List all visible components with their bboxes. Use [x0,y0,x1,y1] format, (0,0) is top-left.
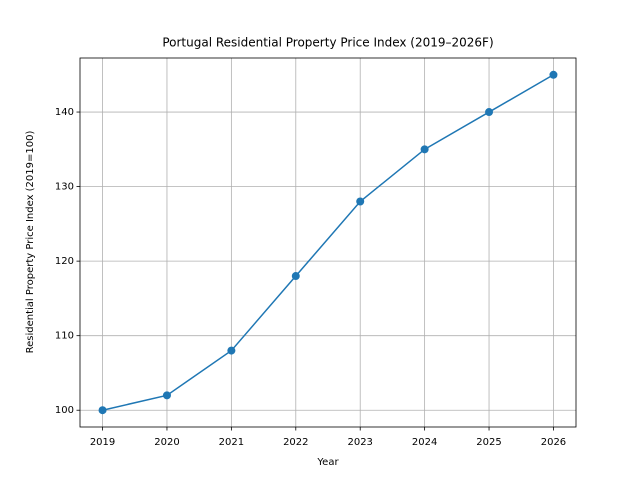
x-tick-label: 2026 [541,437,566,448]
chart-title: Portugal Residential Property Price Inde… [162,36,493,50]
y-tick-label: 100 [55,405,74,416]
x-tick-label: 2024 [412,437,437,448]
data-point [162,391,171,400]
data-point [227,346,236,355]
data-point [549,70,558,79]
data-point [420,145,429,154]
data-point [98,406,107,415]
x-tick-label: 2020 [154,437,179,448]
plot-frame [79,57,577,428]
y-tick-label: 140 [55,107,74,118]
data-point [485,108,494,117]
x-tick-label: 2022 [283,437,308,448]
x-tick-label: 2019 [90,437,115,448]
x-axis-label: Year [316,457,339,468]
data-point [356,197,365,206]
x-tick-label: 2025 [476,437,501,448]
y-tick-label: 110 [55,331,74,342]
data-point [291,272,300,281]
y-tick-label: 130 [55,182,74,193]
x-tick-label: 2023 [347,437,372,448]
data-line [102,74,554,411]
y-tick-label: 120 [55,256,74,267]
y-axis-label: Residential Property Price Index (2019=1… [25,131,36,354]
x-tick-label: 2021 [219,437,244,448]
